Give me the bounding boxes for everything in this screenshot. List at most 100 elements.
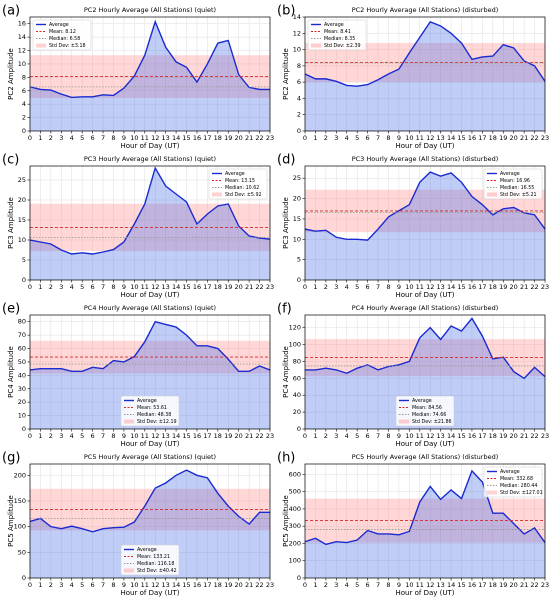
panel-label: (e)	[2, 302, 20, 317]
y-tick-label: 2	[22, 114, 26, 122]
legend-box	[208, 168, 268, 200]
x-tick-label: 6	[91, 283, 95, 291]
x-tick-label: 3	[334, 432, 338, 440]
legend-swatch	[399, 419, 409, 424]
legend-box	[395, 395, 455, 427]
legend-label: Mean: 332.68	[500, 476, 533, 482]
x-tick-label: 15	[182, 581, 190, 589]
x-tick-label: 23	[266, 134, 274, 142]
x-tick-label: 4	[345, 432, 349, 440]
plot-frame	[29, 165, 271, 281]
x-axis-label: Hour of Day (UT)	[396, 589, 455, 597]
x-tick-label: 4	[70, 134, 74, 142]
legend-label: Std Dev: ±5.21	[500, 192, 537, 198]
x-tick-label: 16	[468, 283, 476, 291]
y-tick-label: 6	[297, 78, 301, 86]
legend-box	[32, 19, 92, 51]
x-tick-label: 0	[28, 432, 32, 440]
x-tick-label: 20	[235, 134, 243, 142]
y-tick-label: 20	[293, 195, 301, 203]
y-tick-label: 5	[22, 256, 26, 264]
x-tick-label: 5	[355, 283, 359, 291]
x-tick-label: 20	[235, 432, 243, 440]
x-tick-label: 18	[489, 134, 497, 142]
x-tick-label: 6	[366, 283, 370, 291]
x-tick-label: 0	[303, 283, 307, 291]
x-tick-label: 16	[193, 581, 201, 589]
y-tick-label: 100	[289, 557, 301, 565]
plot-content	[30, 320, 270, 429]
chart-title: PC3 Hourly Average (All Stations) (quiet…	[84, 155, 216, 163]
line	[305, 171, 545, 241]
y-tick-label: 8	[297, 62, 301, 70]
x-tick-label: 12	[426, 283, 434, 291]
x-tick-label: 23	[541, 134, 549, 142]
legend-label: Median: 48.38	[137, 412, 171, 418]
x-tick-label: 16	[468, 581, 476, 589]
y-tick-label: 0	[22, 574, 26, 582]
x-tick-label: 16	[193, 134, 201, 142]
legend-label: Median: 16.55	[500, 185, 534, 191]
y-tick-label: 15	[18, 216, 26, 224]
y-tick-label: 0	[297, 425, 301, 433]
legend-label: Std Dev: ±40.42	[137, 568, 177, 574]
x-tick-label: 13	[162, 432, 170, 440]
x-tick-label: 21	[520, 283, 528, 291]
x-tick-label: 19	[224, 581, 232, 589]
legend-box	[307, 19, 367, 51]
x-tick-label: 7	[376, 432, 380, 440]
x-tick-label: 8	[111, 581, 115, 589]
legend-label: Std Dev: ±2.39	[324, 43, 361, 49]
y-tick-label: 30	[18, 385, 26, 393]
panel-label: (h)	[277, 451, 295, 466]
x-tick-label: 2	[49, 283, 53, 291]
x-tick-label: 9	[397, 581, 401, 589]
x-tick-label: 18	[214, 581, 222, 589]
y-tick-label: 10	[18, 236, 26, 244]
x-tick-label: 1	[38, 581, 42, 589]
x-tick-label: 7	[101, 283, 105, 291]
legend-label: Mean: 84.56	[412, 405, 442, 411]
x-tick-label: 7	[101, 432, 105, 440]
y-tick-label: 10	[18, 412, 26, 420]
x-tick-label: 14	[172, 283, 180, 291]
x-tick-label: 5	[80, 432, 84, 440]
x-tick-label: 14	[172, 581, 180, 589]
x-tick-label: 19	[499, 134, 507, 142]
legend-label: Median: 8.35	[324, 36, 355, 42]
x-tick-label: 1	[38, 432, 42, 440]
x-tick-label: 11	[141, 134, 149, 142]
y-tick-label: 40	[293, 391, 301, 399]
x-tick-label: 8	[111, 134, 115, 142]
line	[30, 320, 270, 373]
x-tick-label: 21	[245, 432, 253, 440]
legend-label: Median: 280.44	[500, 483, 537, 489]
y-tick-label: 400	[289, 505, 301, 513]
panel-label: (b)	[277, 4, 295, 19]
area	[305, 172, 545, 280]
y-tick-label: 10	[293, 46, 301, 54]
x-tick-label: 12	[426, 581, 434, 589]
y-tick-label: 20	[18, 398, 26, 406]
legend-label: Mean: 16.96	[500, 178, 530, 184]
y-tick-label: 25	[293, 174, 301, 182]
x-tick-label: 0	[28, 283, 32, 291]
x-tick-label: 15	[457, 134, 465, 142]
x-tick-label: 19	[499, 432, 507, 440]
plot-frame	[304, 314, 546, 430]
x-tick-label: 11	[416, 581, 424, 589]
x-tick-label: 9	[397, 134, 401, 142]
x-tick-label: 16	[468, 432, 476, 440]
y-tick-label: 50	[18, 358, 26, 366]
x-tick-label: 20	[235, 581, 243, 589]
y-tick-label: 120	[289, 324, 301, 332]
x-tick-label: 4	[70, 432, 74, 440]
x-tick-label: 7	[101, 581, 105, 589]
x-tick-label: 19	[499, 581, 507, 589]
x-tick-label: 21	[245, 581, 253, 589]
panel-label: (g)	[2, 451, 20, 466]
